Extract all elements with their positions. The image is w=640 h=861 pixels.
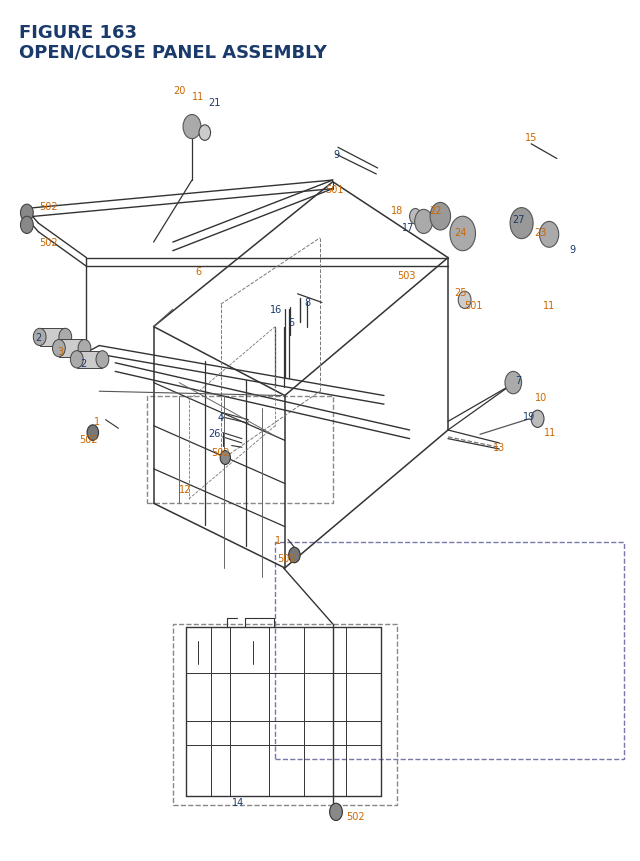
Text: 4: 4 (218, 412, 224, 423)
Circle shape (87, 425, 99, 441)
Circle shape (199, 126, 211, 141)
Text: 11: 11 (192, 92, 205, 102)
Circle shape (220, 451, 230, 465)
Bar (77, 351, 102, 369)
Circle shape (52, 340, 65, 357)
Text: 13: 13 (493, 443, 506, 453)
Text: 502: 502 (211, 447, 230, 457)
Text: 501: 501 (326, 184, 344, 195)
Text: 25: 25 (454, 288, 467, 298)
Text: 502: 502 (346, 811, 365, 821)
Text: 11: 11 (543, 300, 556, 311)
Text: OPEN/CLOSE PANEL ASSEMBLY: OPEN/CLOSE PANEL ASSEMBLY (19, 43, 327, 61)
Text: 16: 16 (270, 305, 283, 315)
Text: 14: 14 (232, 797, 244, 808)
Circle shape (415, 210, 433, 234)
Circle shape (505, 372, 522, 394)
Circle shape (330, 803, 342, 821)
Text: 20: 20 (173, 85, 186, 96)
Circle shape (70, 351, 83, 369)
Text: 8: 8 (304, 298, 310, 308)
Text: 9: 9 (570, 245, 576, 255)
Text: 503: 503 (397, 270, 415, 281)
Text: 27: 27 (512, 214, 525, 225)
Text: 21: 21 (208, 98, 221, 108)
Text: 18: 18 (390, 206, 403, 216)
Text: 502: 502 (38, 201, 58, 212)
Text: 1: 1 (275, 536, 282, 546)
Text: 7: 7 (515, 375, 522, 386)
Text: 1: 1 (94, 417, 100, 427)
Text: 3: 3 (58, 346, 64, 356)
Circle shape (183, 115, 201, 139)
Text: 17: 17 (401, 223, 414, 233)
Bar (59, 340, 84, 357)
Circle shape (20, 217, 33, 234)
Circle shape (20, 205, 33, 222)
Text: 9: 9 (333, 150, 339, 160)
Text: 2: 2 (80, 358, 86, 369)
Bar (275, 542, 624, 759)
Circle shape (510, 208, 533, 239)
Text: 502: 502 (79, 434, 98, 444)
Circle shape (410, 209, 421, 225)
Text: 12: 12 (179, 484, 192, 494)
Bar (173, 624, 397, 805)
Circle shape (59, 329, 72, 346)
Text: 502: 502 (38, 238, 58, 248)
Text: 502: 502 (276, 553, 296, 563)
Text: 22: 22 (429, 206, 442, 216)
Text: 10: 10 (534, 393, 547, 403)
Text: 2: 2 (35, 332, 42, 343)
Circle shape (78, 340, 91, 357)
Bar (40, 329, 65, 346)
Text: 24: 24 (454, 227, 467, 238)
Text: FIGURE 163: FIGURE 163 (19, 24, 137, 42)
Bar (147, 396, 333, 504)
Text: 23: 23 (534, 227, 547, 238)
Text: 15: 15 (525, 133, 538, 143)
Circle shape (540, 222, 559, 248)
Text: 11: 11 (544, 427, 557, 437)
Circle shape (96, 351, 109, 369)
Circle shape (430, 203, 451, 231)
Circle shape (33, 329, 46, 346)
Circle shape (458, 292, 471, 309)
Circle shape (289, 548, 300, 563)
Text: 501: 501 (465, 300, 483, 311)
Text: 26: 26 (208, 428, 221, 438)
Circle shape (531, 411, 544, 428)
Text: 5: 5 (288, 318, 294, 328)
Text: 19: 19 (522, 412, 535, 422)
Circle shape (450, 217, 476, 251)
Text: 6: 6 (195, 266, 202, 276)
